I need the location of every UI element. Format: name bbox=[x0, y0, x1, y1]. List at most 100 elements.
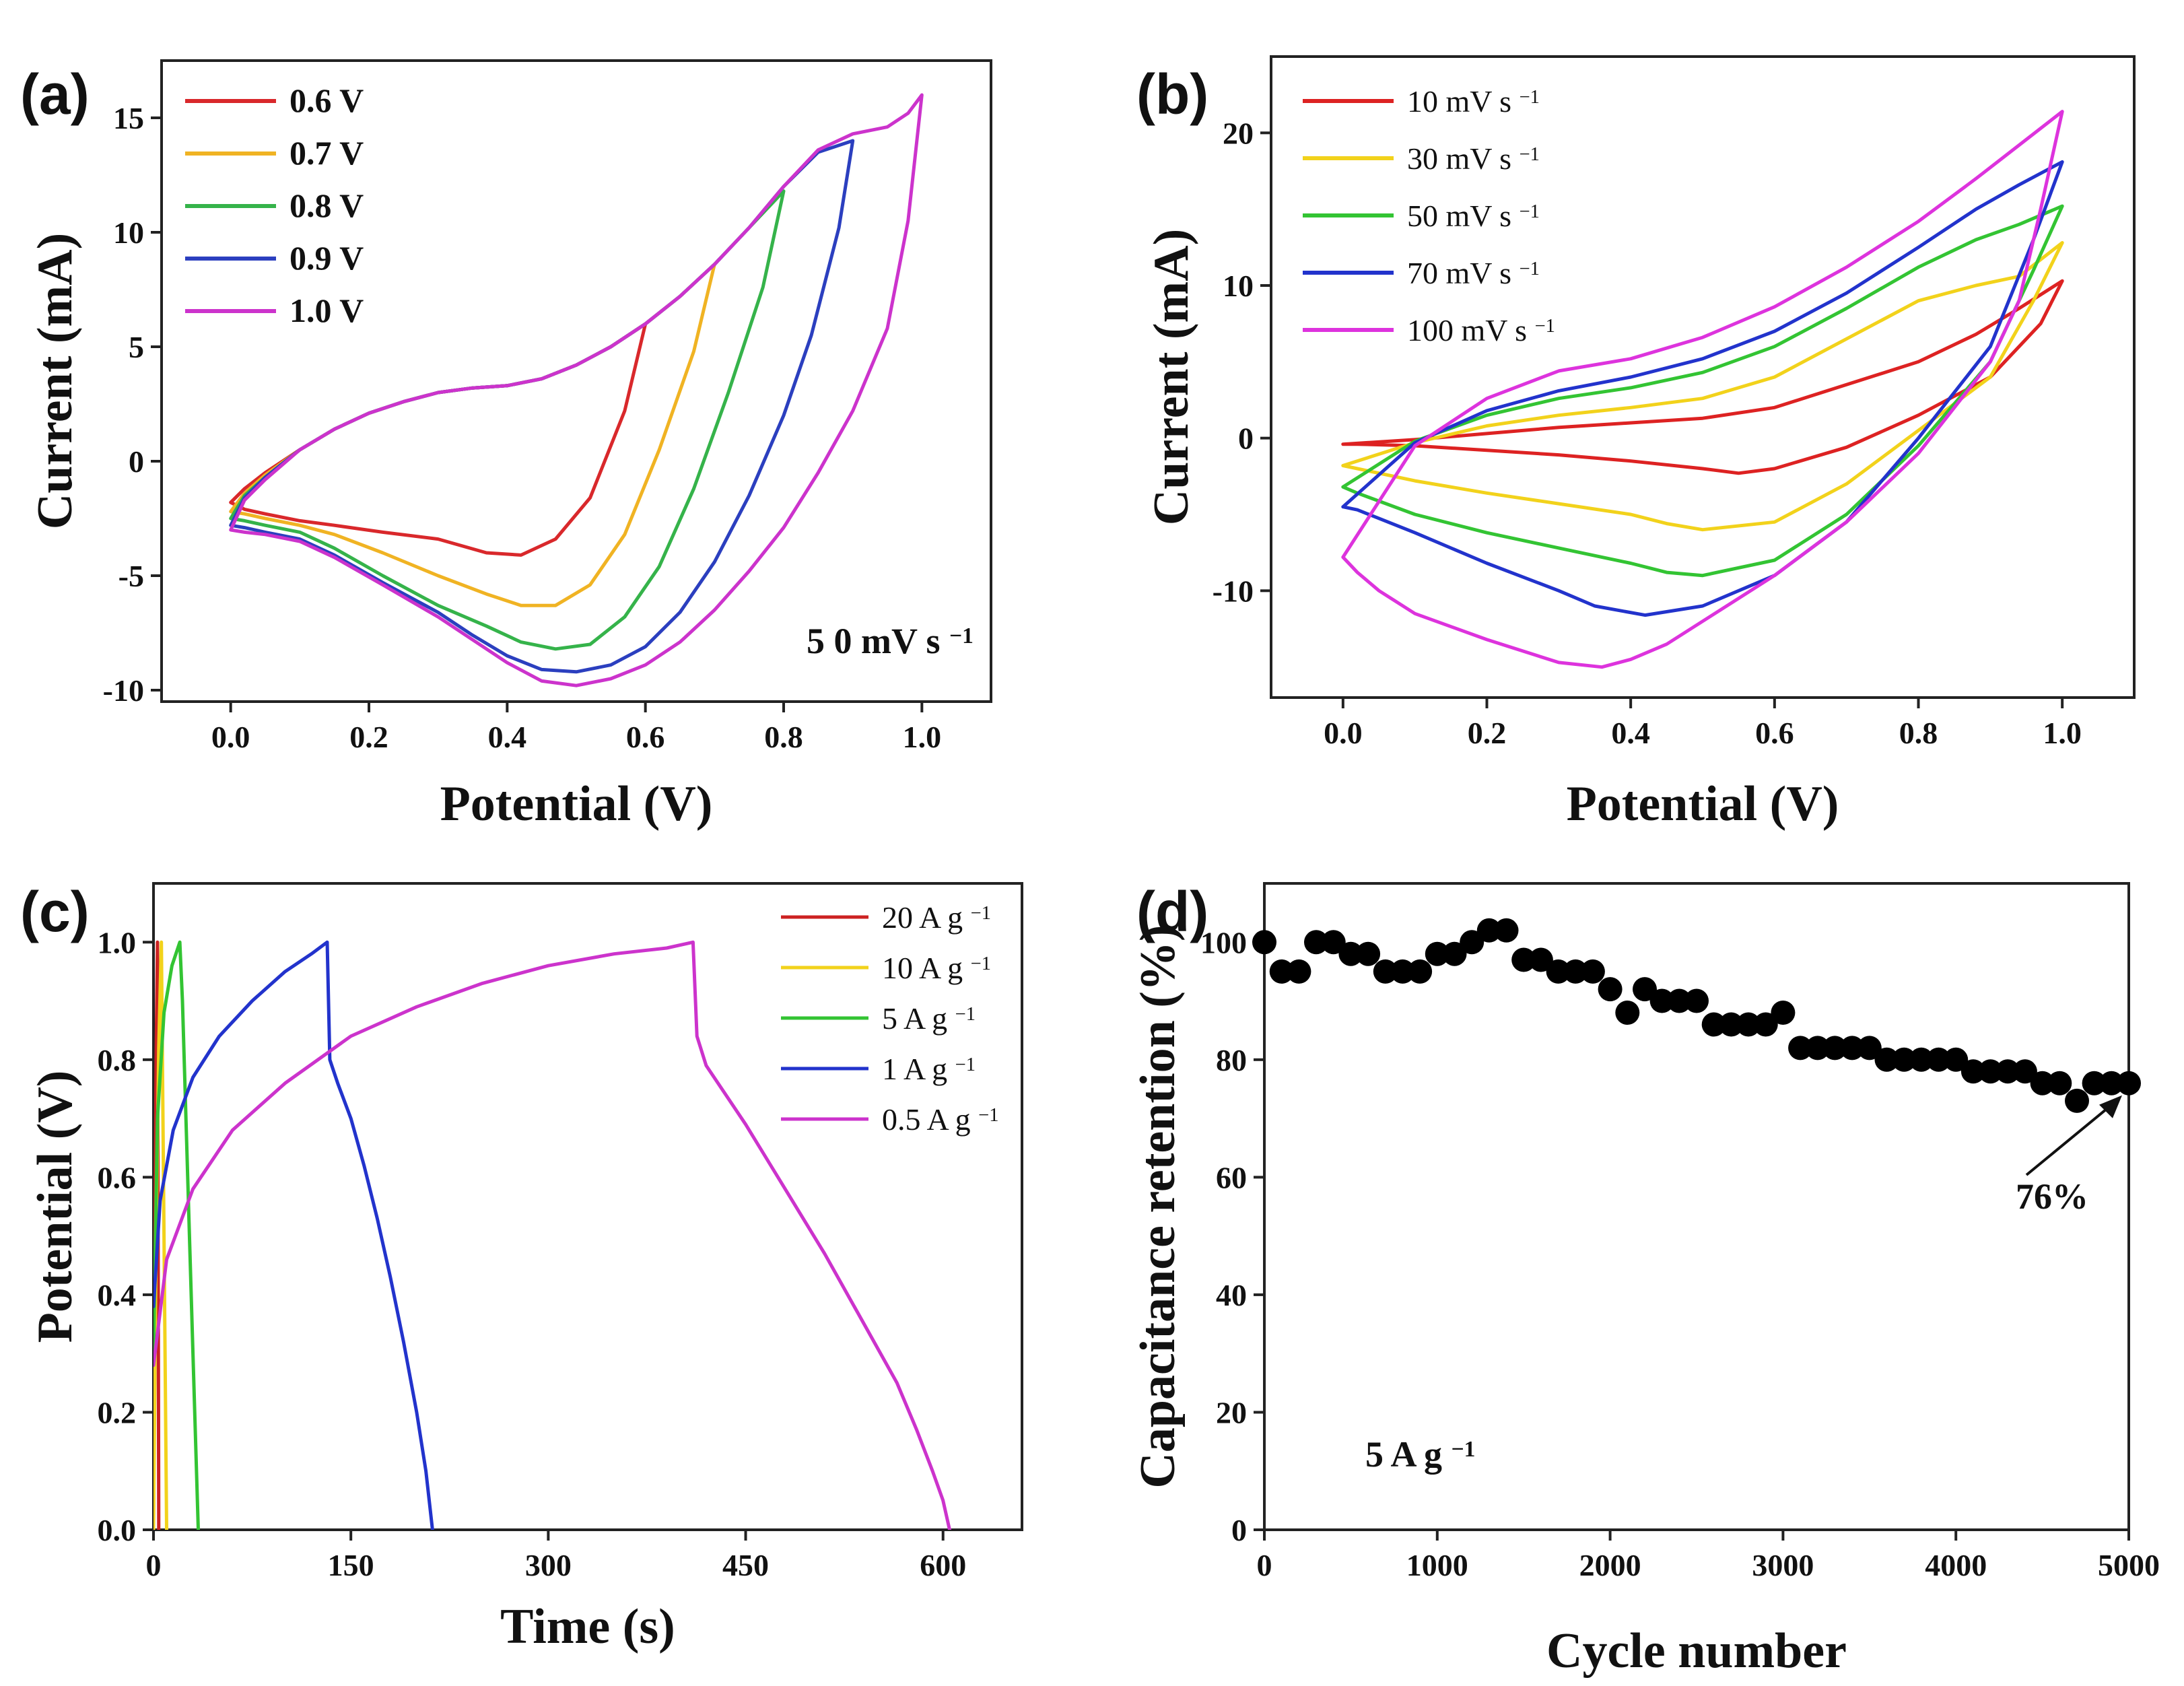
legend-label: 0.9 V bbox=[289, 239, 364, 277]
y-tick-label: -10 bbox=[1213, 574, 1254, 608]
legend-label: 0.5 A g −1 bbox=[882, 1102, 999, 1137]
data-point bbox=[2012, 1059, 2037, 1084]
data-point bbox=[1563, 959, 1588, 984]
x-tick-label: 1.0 bbox=[903, 720, 942, 754]
x-tick-label: 2000 bbox=[1579, 1548, 1641, 1582]
data-point bbox=[1944, 1047, 1969, 1072]
data-point bbox=[1252, 930, 1276, 955]
panel-label: (d) bbox=[1136, 880, 1208, 943]
series-line bbox=[1341, 279, 2064, 475]
legend-label: 100 mV s −1 bbox=[1407, 313, 1555, 347]
legend-label: 0.7 V bbox=[289, 134, 364, 172]
x-tick-label: 5000 bbox=[2098, 1548, 2160, 1582]
x-tick-label: 0.6 bbox=[626, 720, 665, 754]
callout-arrow-head bbox=[2099, 1095, 2122, 1118]
x-tick-label: 1.0 bbox=[2043, 716, 2082, 750]
y-tick-label: 0 bbox=[129, 444, 144, 479]
data-point bbox=[1978, 1059, 2003, 1084]
data-point bbox=[1390, 959, 1415, 984]
x-tick-label: 600 bbox=[920, 1548, 966, 1582]
data-point bbox=[1494, 918, 1519, 943]
data-point bbox=[2047, 1071, 2072, 1095]
x-tick-label: 0.8 bbox=[1899, 716, 1938, 750]
y-tick-label: 5 bbox=[129, 330, 144, 364]
panel-b: (b) 0.0 0.2 0.4 0.6 0.8 1.0 -10 0 10 20 Potential (… bbox=[1136, 55, 2136, 832]
data-point bbox=[1373, 959, 1398, 984]
y-axis-title: Capacitance retention (%) bbox=[1130, 924, 1186, 1488]
panel-c: (c) 0 150 300 450 600 0.0 0.2 0.4 0.6 0.8 1.0 Time (… bbox=[20, 880, 1023, 1654]
panel-d: (d) 0 1000 2000 3000 4000 5000 0 20 40 60 80 100 Cycl… bbox=[1130, 880, 2160, 1679]
legend-label: 0.6 V bbox=[289, 81, 364, 119]
x-tick-label: 0.0 bbox=[1324, 716, 1363, 750]
plot-frame bbox=[1270, 55, 2136, 699]
y-tick-label: 0.8 bbox=[98, 1043, 137, 1077]
y-tick-label: 0.6 bbox=[98, 1160, 137, 1194]
data-point bbox=[1960, 1059, 1985, 1084]
data-point bbox=[1356, 941, 1381, 966]
callout-arrow-line bbox=[2025, 1100, 2118, 1176]
data-point bbox=[1684, 988, 1709, 1013]
data-point bbox=[2030, 1071, 2055, 1095]
legend-label: 10 mV s −1 bbox=[1407, 84, 1540, 119]
y-tick-label: 0.2 bbox=[98, 1395, 137, 1429]
y-tick-label: 0.0 bbox=[98, 1513, 137, 1547]
y-axis-title: Current (mA) bbox=[1144, 229, 1199, 525]
data-point bbox=[1719, 1012, 1744, 1037]
panel-a: (a) 0.0 0.2 0.4 0.6 0.8 1.0 -10 -5 0 5 10 15 Potentia… bbox=[20, 59, 992, 832]
y-axis-title: Potential (V) bbox=[28, 1071, 83, 1343]
data-point bbox=[1269, 959, 1294, 984]
legend-label: 30 mV s −1 bbox=[1407, 141, 1540, 176]
legend-label: 10 A g −1 bbox=[882, 951, 991, 985]
series-line bbox=[229, 93, 924, 687]
data-point bbox=[1909, 1047, 1934, 1072]
y-tick-label: 0 bbox=[1238, 422, 1254, 456]
series-line bbox=[1341, 110, 2064, 669]
data-point bbox=[1771, 1001, 1796, 1025]
data-point bbox=[1321, 930, 1346, 955]
data-point bbox=[1511, 947, 1536, 972]
data-point bbox=[1476, 918, 1501, 943]
legend-label: 1.0 V bbox=[289, 292, 364, 329]
data-point bbox=[1788, 1036, 1813, 1060]
data-point bbox=[1667, 988, 1692, 1013]
legend-label: 1 A g −1 bbox=[882, 1052, 976, 1086]
data-point bbox=[2099, 1071, 2124, 1095]
data-point bbox=[1460, 930, 1485, 955]
data-point bbox=[1442, 941, 1467, 966]
x-tick-label: 450 bbox=[722, 1548, 769, 1582]
data-point bbox=[1615, 1001, 1640, 1025]
data-point bbox=[2117, 1071, 2141, 1095]
data-point bbox=[1649, 988, 1674, 1013]
x-tick-label: 4000 bbox=[1925, 1548, 1987, 1582]
plot-frame bbox=[160, 59, 992, 703]
x-tick-label: 0 bbox=[1257, 1548, 1272, 1582]
data-point bbox=[1580, 959, 1605, 984]
y-tick-label: -10 bbox=[103, 673, 144, 708]
x-tick-label: 0.2 bbox=[1468, 716, 1507, 750]
data-point bbox=[1857, 1036, 1882, 1060]
data-point bbox=[1822, 1036, 1847, 1060]
data-point bbox=[1892, 1047, 1917, 1072]
y-tick-label: 0.4 bbox=[98, 1278, 137, 1312]
data-point bbox=[1598, 977, 1623, 1002]
data-point bbox=[1753, 1012, 1778, 1037]
x-tick-label: 300 bbox=[525, 1548, 572, 1582]
legend-label: 5 A g −1 bbox=[882, 1001, 976, 1036]
data-point bbox=[1874, 1047, 1899, 1072]
data-point bbox=[1408, 959, 1433, 984]
data-point bbox=[1805, 1036, 1830, 1060]
data-point bbox=[1528, 947, 1553, 972]
data-point bbox=[1995, 1059, 2020, 1084]
x-tick-label: 1000 bbox=[1406, 1548, 1468, 1582]
x-axis-title: Potential (V) bbox=[440, 776, 713, 832]
plot-frame bbox=[152, 882, 1023, 1531]
data-point bbox=[1287, 959, 1311, 984]
data-point bbox=[2082, 1071, 2107, 1095]
x-tick-label: 0.0 bbox=[211, 720, 250, 754]
x-tick-label: 0.4 bbox=[1611, 716, 1650, 750]
y-tick-label: 100 bbox=[1200, 925, 1247, 959]
y-tick-label: 20 bbox=[1216, 1395, 1247, 1429]
y-tick-label: 20 bbox=[1223, 116, 1254, 150]
x-axis-title: Potential (V) bbox=[1567, 776, 1839, 832]
x-tick-label: 0.2 bbox=[349, 720, 388, 754]
